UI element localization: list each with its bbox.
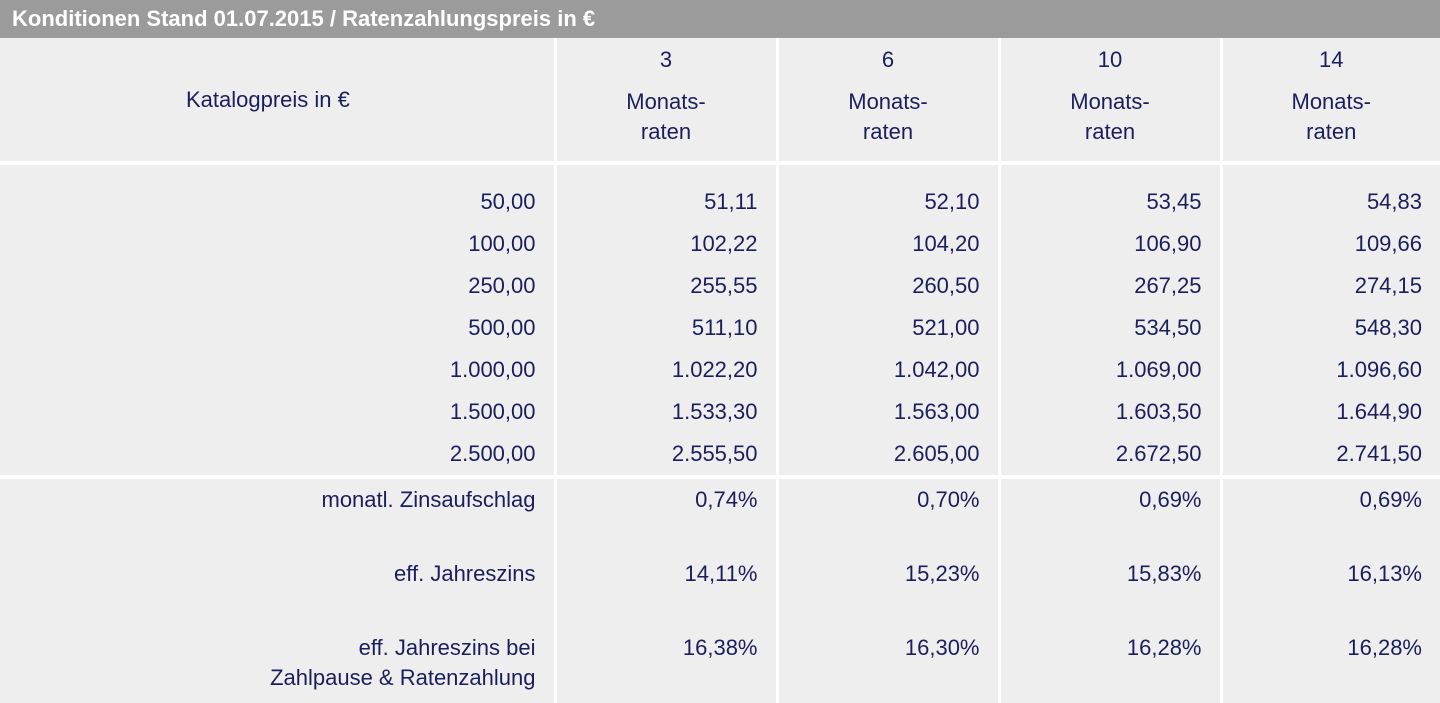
- header-line1: Monats-: [1001, 87, 1220, 117]
- months-count: 6: [779, 38, 998, 75]
- spacer: [0, 165, 1440, 181]
- table-cell: 15,83%: [999, 555, 1221, 629]
- table-cell: 1.563,00: [777, 391, 999, 433]
- header-line2: raten: [779, 117, 998, 147]
- table-cell: 255,55: [555, 265, 777, 307]
- months-count: 14: [1223, 38, 1440, 75]
- table-row: eff. Jahreszins 14,11% 15,23% 15,83% 16,…: [0, 555, 1440, 629]
- table-cell: 521,00: [777, 307, 999, 349]
- table-row: 1.000,00 1.022,20 1.042,00 1.069,00 1.09…: [0, 349, 1440, 391]
- table-cell: 534,50: [999, 307, 1221, 349]
- column-header-label: Katalogpreis in €: [0, 38, 555, 163]
- table-cell: 274,15: [1221, 265, 1440, 307]
- rate-label-line2: Zahlpause & Ratenzahlung: [0, 663, 536, 693]
- header-line2: raten: [557, 117, 776, 147]
- price-label: 500,00: [0, 307, 555, 349]
- header-line1: Monats-: [779, 87, 998, 117]
- table-cell: 548,30: [1221, 307, 1440, 349]
- table-cell: 16,28%: [999, 629, 1221, 703]
- table-cell: 104,20: [777, 223, 999, 265]
- table-cell: 1.533,30: [555, 391, 777, 433]
- table-row: 1.500,00 1.533,30 1.563,00 1.603,50 1.64…: [0, 391, 1440, 433]
- table-cell: 16,38%: [555, 629, 777, 703]
- table-row: monatl. Zinsaufschlag 0,74% 0,70% 0,69% …: [0, 479, 1440, 555]
- rate-label-line1: eff. Jahreszins: [0, 559, 536, 589]
- table-cell: 2.741,50: [1221, 433, 1440, 477]
- price-label: 1.500,00: [0, 391, 555, 433]
- table-cell: 2.672,50: [999, 433, 1221, 477]
- table-row: 500,00 511,10 521,00 534,50 548,30: [0, 307, 1440, 349]
- price-label: 2.500,00: [0, 433, 555, 477]
- months-count: 10: [1001, 38, 1220, 75]
- rate-label: eff. Jahreszins bei Zahlpause & Ratenzah…: [0, 629, 555, 703]
- price-label: 250,00: [0, 265, 555, 307]
- table-row: 2.500,00 2.555,50 2.605,00 2.672,50 2.74…: [0, 433, 1440, 477]
- header-line2: raten: [1001, 117, 1220, 147]
- table-cell: 1.096,60: [1221, 349, 1440, 391]
- table-cell: 1.603,50: [999, 391, 1221, 433]
- header-line1: Monats-: [557, 87, 776, 117]
- table-cell: 16,13%: [1221, 555, 1440, 629]
- header-line2: raten: [1223, 117, 1440, 147]
- table-title: Konditionen Stand 01.07.2015 / Ratenzahl…: [0, 0, 1440, 38]
- rate-label-line1: monatl. Zinsaufschlag: [0, 485, 536, 515]
- table-row: 100,00 102,22 104,20 106,90 109,66: [0, 223, 1440, 265]
- column-header-14: 14 Monats- raten: [1221, 38, 1440, 163]
- rate-label: eff. Jahreszins: [0, 555, 555, 629]
- table-cell: 52,10: [777, 181, 999, 223]
- table-cell: 53,45: [999, 181, 1221, 223]
- table-cell: 102,22: [555, 223, 777, 265]
- header-line1: Monats-: [1223, 87, 1440, 117]
- table-cell: 1.644,90: [1221, 391, 1440, 433]
- table-cell: 2.605,00: [777, 433, 999, 477]
- conditions-table: Katalogpreis in € 3 Monats- raten 6 Mona…: [0, 38, 1440, 703]
- column-header-10: 10 Monats- raten: [999, 38, 1221, 163]
- rate-label: monatl. Zinsaufschlag: [0, 479, 555, 555]
- table-cell: 0,69%: [1221, 479, 1440, 555]
- table-row: 250,00 255,55 260,50 267,25 274,15: [0, 265, 1440, 307]
- column-header-3: 3 Monats- raten: [555, 38, 777, 163]
- table-cell: 1.042,00: [777, 349, 999, 391]
- table-cell: 106,90: [999, 223, 1221, 265]
- table-cell: 1.022,20: [555, 349, 777, 391]
- table-cell: 109,66: [1221, 223, 1440, 265]
- table-cell: 0,74%: [555, 479, 777, 555]
- table-row: eff. Jahreszins bei Zahlpause & Ratenzah…: [0, 629, 1440, 703]
- table-cell: 15,23%: [777, 555, 999, 629]
- table-cell: 14,11%: [555, 555, 777, 629]
- table-cell: 2.555,50: [555, 433, 777, 477]
- table-cell: 511,10: [555, 307, 777, 349]
- table-cell: 260,50: [777, 265, 999, 307]
- table-cell: 0,69%: [999, 479, 1221, 555]
- header-row: Katalogpreis in € 3 Monats- raten 6 Mona…: [0, 38, 1440, 163]
- price-label: 100,00: [0, 223, 555, 265]
- table-cell: 16,28%: [1221, 629, 1440, 703]
- table-cell: 1.069,00: [999, 349, 1221, 391]
- table-cell: 16,30%: [777, 629, 999, 703]
- table-cell: 54,83: [1221, 181, 1440, 223]
- column-header-6: 6 Monats- raten: [777, 38, 999, 163]
- price-label: 1.000,00: [0, 349, 555, 391]
- months-count: 3: [557, 38, 776, 75]
- rate-label-line1: eff. Jahreszins bei: [0, 633, 536, 663]
- table-row: 50,00 51,11 52,10 53,45 54,83: [0, 181, 1440, 223]
- table-cell: 267,25: [999, 265, 1221, 307]
- table-cell: 0,70%: [777, 479, 999, 555]
- catalog-price-header: Katalogpreis in €: [0, 38, 554, 113]
- table-cell: 51,11: [555, 181, 777, 223]
- price-label: 50,00: [0, 181, 555, 223]
